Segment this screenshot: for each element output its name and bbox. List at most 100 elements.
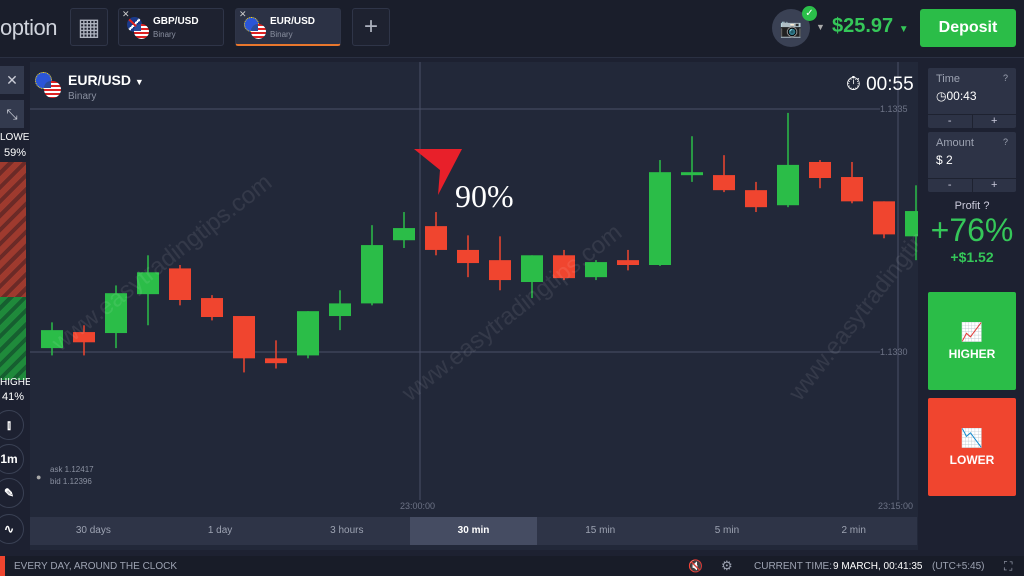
tab-gbp-usd[interactable]: ✕ GBP/USD Binary bbox=[118, 8, 224, 46]
asset-type: Binary bbox=[68, 91, 97, 102]
candle-body bbox=[681, 172, 703, 176]
avatar-chevron-down-icon[interactable]: ▼ bbox=[816, 22, 825, 32]
candle-body bbox=[873, 201, 895, 235]
bid-price: bid 1.12396 bbox=[50, 477, 92, 486]
candle bbox=[553, 249, 575, 281]
close-icon: ✕ bbox=[6, 71, 18, 88]
indicators-button[interactable]: ∿ bbox=[0, 514, 24, 544]
time-minus-button[interactable]: - bbox=[928, 115, 973, 128]
candle-body bbox=[489, 260, 511, 281]
candle-body bbox=[169, 268, 191, 300]
timeframe-bar: 30 days 1 day 3 hours 30 min 15 min 5 mi… bbox=[30, 517, 917, 545]
drawing-tools-button[interactable]: ✎ bbox=[0, 478, 24, 508]
y-tick-label: 1.1330 bbox=[880, 347, 908, 357]
candle bbox=[361, 225, 383, 306]
candle bbox=[585, 260, 607, 281]
x-tick-label: 23:00:00 bbox=[400, 501, 435, 511]
amount-minus-button[interactable]: - bbox=[928, 179, 973, 192]
amount-input[interactable]: $ 2 bbox=[936, 153, 953, 167]
balance[interactable]: $25.97 ▼ bbox=[832, 15, 909, 38]
candle-body bbox=[233, 316, 255, 359]
chart-type-button[interactable]: ⫾ bbox=[0, 410, 24, 440]
tab-eur-usd[interactable]: ✕ EUR/USD Binary bbox=[235, 8, 341, 46]
candle bbox=[777, 112, 799, 208]
fullscreen-icon[interactable]: ⛶ bbox=[1004, 559, 1013, 573]
tab-type: Binary bbox=[153, 30, 176, 39]
candle-body bbox=[617, 260, 639, 266]
help-icon[interactable]: ● bbox=[36, 472, 42, 482]
grid-layout-button[interactable]: ▦ bbox=[70, 8, 108, 46]
timeframe-5-min[interactable]: 5 min bbox=[714, 525, 740, 536]
close-tab-icon[interactable]: ✕ bbox=[122, 9, 130, 19]
price-chart[interactable]: 1.1335 1.1330 23:00:00 23:15:00 90% www.… bbox=[30, 62, 918, 550]
candle-body bbox=[297, 311, 319, 356]
down-arrow-annotation-icon bbox=[414, 149, 462, 195]
clock-icon: ◷ bbox=[936, 89, 947, 103]
time-field: Time? ◷00:43 - + bbox=[928, 68, 1016, 128]
chevron-down-icon: ▼ bbox=[898, 24, 909, 35]
candle bbox=[201, 295, 223, 321]
asset-selector[interactable]: EUR/USD ▼ bbox=[68, 72, 144, 88]
timeframe-30-min[interactable]: 30 min bbox=[410, 517, 537, 545]
amount-label: Amount bbox=[936, 137, 974, 149]
current-time-label: CURRENT TIME: bbox=[754, 561, 832, 572]
logo[interactable]: option bbox=[0, 15, 57, 40]
compress-icon: ⤡ bbox=[6, 105, 18, 122]
time-value[interactable]: ◷00:43 bbox=[936, 89, 977, 103]
candle-body bbox=[585, 262, 607, 278]
amount-plus-button[interactable]: + bbox=[991, 179, 998, 191]
candle bbox=[233, 316, 255, 373]
stopwatch-icon: ⏱ bbox=[846, 74, 861, 95]
lower-button[interactable]: 📉 LOWER bbox=[928, 398, 1016, 496]
eur-usd-flag-icon bbox=[244, 17, 266, 39]
verified-check-icon: ✓ bbox=[802, 6, 817, 21]
candle bbox=[137, 255, 159, 326]
wave-icon: ∿ bbox=[3, 522, 15, 536]
timeframe-3-hours[interactable]: 3 hours bbox=[330, 525, 364, 536]
pencil-icon: ✎ bbox=[3, 486, 15, 500]
collapse-button[interactable]: ⤡ bbox=[0, 100, 24, 128]
candle-body bbox=[393, 228, 415, 241]
timeframe-15-min[interactable]: 15 min bbox=[585, 525, 616, 536]
tab-pair: GBP/USD bbox=[153, 16, 199, 27]
add-tab-button[interactable]: + bbox=[352, 8, 390, 46]
close-chart-button[interactable]: ✕ bbox=[0, 66, 24, 94]
candle bbox=[329, 290, 351, 331]
expiry-timer: ⏱ 00:55 bbox=[846, 74, 914, 96]
candle bbox=[297, 311, 319, 359]
grid-icon: ▦ bbox=[77, 13, 101, 41]
sentiment-higher-bar bbox=[0, 297, 26, 380]
time-text: 00:43 bbox=[946, 89, 977, 103]
candlestick-icon: ⫾ bbox=[7, 417, 11, 432]
candle bbox=[73, 325, 95, 356]
tab-type: Binary bbox=[270, 30, 293, 39]
help-icon[interactable]: ? bbox=[1002, 73, 1008, 83]
asset-pair: EUR/USD bbox=[68, 72, 132, 88]
profit-label-text: Profit bbox=[954, 200, 981, 212]
timeframe-1-day[interactable]: 1 day bbox=[207, 525, 233, 536]
left-toolbar: ✕ ⤡ LOWER 59% HIGHER 41% ⫾ 1m ✎ ∿ bbox=[0, 62, 39, 550]
timeframe-2-min[interactable]: 2 min bbox=[841, 525, 866, 536]
timeframe-button[interactable]: 1m bbox=[0, 444, 24, 474]
eur-usd-flag-icon bbox=[35, 72, 61, 98]
sentiment-lower-label: LOWER bbox=[0, 132, 37, 143]
higher-button[interactable]: 📈 HIGHER bbox=[928, 292, 1016, 390]
avatar[interactable]: 📷 bbox=[772, 9, 810, 47]
candle-body bbox=[329, 303, 351, 317]
deposit-button[interactable]: Deposit bbox=[920, 9, 1016, 47]
candle-body bbox=[41, 330, 63, 349]
close-tab-icon[interactable]: ✕ bbox=[239, 9, 247, 19]
candle bbox=[521, 255, 543, 299]
camera-icon: 📷 bbox=[779, 17, 803, 38]
settings-gear-icon[interactable]: ⚙ bbox=[721, 558, 733, 573]
time-plus-button[interactable]: + bbox=[991, 115, 998, 127]
candle-body bbox=[425, 226, 447, 250]
candle bbox=[105, 285, 127, 349]
timeframe-30-days[interactable]: 30 days bbox=[75, 525, 111, 536]
mute-icon[interactable]: 🔇 bbox=[688, 559, 703, 573]
candle bbox=[713, 155, 735, 193]
help-icon[interactable]: ? bbox=[1002, 137, 1008, 147]
sentiment-higher-label: HIGHER bbox=[0, 377, 39, 388]
help-icon[interactable]: ? bbox=[983, 200, 990, 212]
candle bbox=[393, 212, 415, 248]
